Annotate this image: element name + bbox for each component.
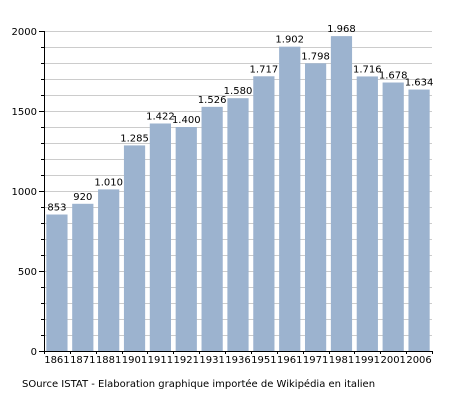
x-tick-label: 1861	[44, 355, 69, 366]
data-label: 1.716	[353, 64, 382, 75]
bar-1911	[149, 123, 171, 351]
data-label: 1.717	[250, 64, 279, 75]
y-tick-labels: 0 500 1000 1500 2000	[12, 27, 37, 358]
data-label: 1.285	[120, 133, 149, 144]
data-label: 1.010	[94, 177, 123, 188]
data-label: 1.526	[198, 95, 227, 106]
bar-1936	[227, 98, 249, 351]
data-label: 1.798	[301, 51, 330, 62]
bar-1981	[330, 36, 353, 352]
data-label: 1.678	[379, 71, 408, 82]
data-label: 1.634	[405, 78, 434, 89]
x-tick-label: 1911	[148, 355, 173, 366]
bar-1861	[46, 214, 68, 351]
bar-1961	[279, 46, 301, 352]
x-tick-label: 2001	[380, 355, 405, 366]
data-label: 1.422	[146, 111, 175, 122]
bar-1971	[304, 63, 327, 351]
data-label: 1.902	[275, 35, 304, 46]
bar-2006	[408, 89, 430, 351]
data-label: 920	[73, 192, 92, 203]
x-tick-label: 1901	[122, 355, 147, 366]
data-label: 1.580	[224, 86, 253, 97]
x-tick-label: 1951	[251, 355, 276, 366]
x-tick-label: 1881	[96, 355, 121, 366]
x-tick-label: 2006	[406, 355, 431, 366]
bars	[46, 36, 430, 352]
bar-1901	[123, 145, 146, 351]
y-tick-label: 1500	[12, 107, 37, 118]
bar-1991	[356, 76, 378, 351]
data-label: 1.400	[172, 115, 201, 126]
y-tick-label: 0	[31, 347, 37, 358]
bar-1921	[175, 127, 197, 351]
y-tick-label: 500	[18, 267, 37, 278]
x-tick-label: 1961	[277, 355, 302, 366]
bar-1881	[98, 189, 120, 351]
bar-2001	[382, 82, 404, 352]
data-label: 853	[47, 203, 66, 214]
source-note: SOurce ISTAT - Elaboration graphique imp…	[22, 379, 376, 390]
y-tick-label: 1000	[12, 187, 37, 198]
data-label: 1.968	[327, 24, 356, 35]
x-tick-label: 1981	[329, 355, 354, 366]
x-tick-label: 1991	[355, 355, 380, 366]
x-tick-label: 1931	[199, 355, 224, 366]
x-tick-label: 1871	[70, 355, 95, 366]
bar-1931	[201, 106, 223, 351]
x-tick-label: 1921	[174, 355, 199, 366]
axes	[39, 31, 433, 354]
bar-1951	[253, 76, 275, 351]
y-tick-label: 2000	[12, 27, 37, 38]
x-tick-label: 1936	[225, 355, 250, 366]
x-tick-label: 1971	[303, 355, 328, 366]
x-tick-labels: 1861 1871 1881 1901 1911 1921 1931 1936 1951 1961…	[44, 355, 432, 366]
bar-1871	[72, 203, 94, 351]
